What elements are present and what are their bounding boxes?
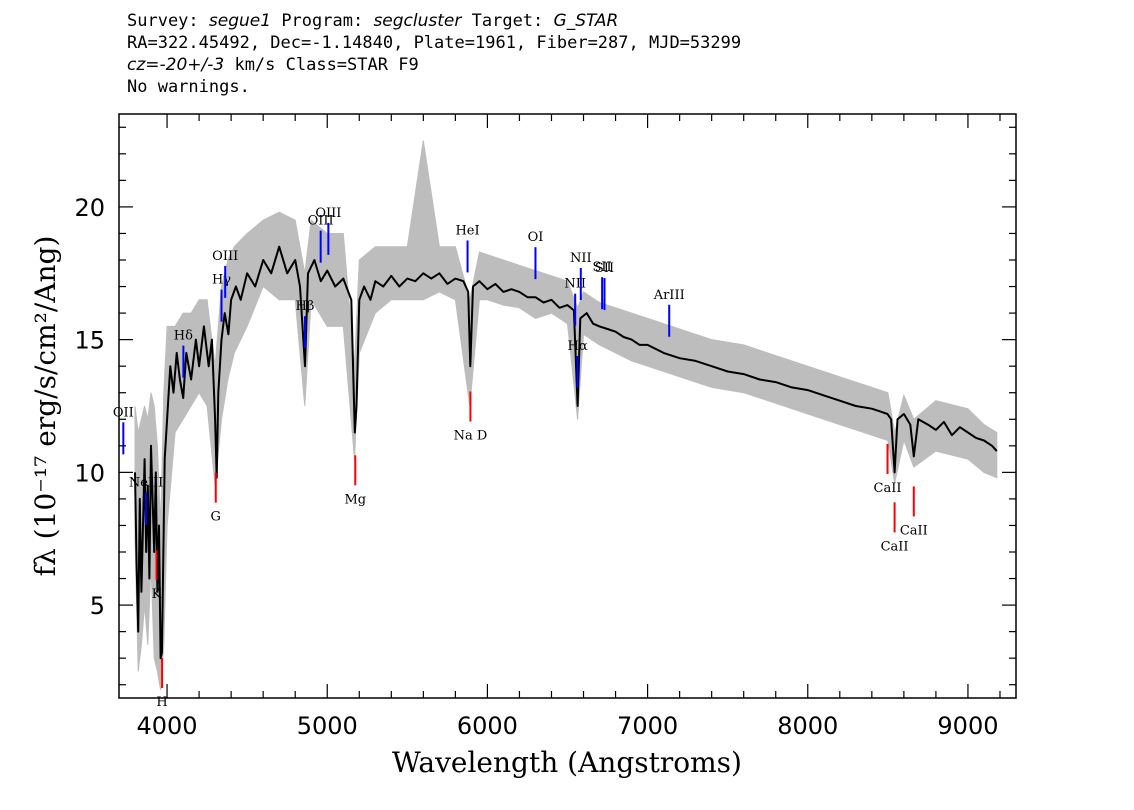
y-tick-label: 10 [74,459,105,487]
x-tick-label: 7000 [617,712,678,740]
emission-line-label: OIII [315,206,341,221]
absorption-line-label: CaII [881,539,909,554]
emission-line-label: HeI [455,223,479,238]
emission-line-label: SII [595,261,614,276]
emission-line-label: NII [564,277,586,292]
absorption-line-label: Na D [454,428,488,443]
x-tick-label: 9000 [937,712,998,740]
survey-value: segue1 [208,11,272,31]
cz-class: km/s Class=STAR F9 [224,55,419,75]
axis-ticks: 4000 5000 6000 7000 8000 9000 5 10 15 20 [74,114,1016,740]
plot-frame [118,113,1017,699]
x-tick-label: 4000 [137,712,198,740]
flux-series [134,245,998,660]
emission-line-label: NeIII [129,476,163,491]
emission-line-label: OIII [212,249,238,264]
header-line-redshift: cz=-20+/-3 km/s Class=STAR F9 [127,54,741,76]
x-axis-title: Wavelength (Angstroms) [392,746,742,779]
program-value: segcluster [373,11,462,31]
y-tick-label: 5 [90,592,105,620]
emission-line-label: OII [113,405,134,420]
y-tick-label: 20 [74,194,105,222]
absorption-line-label: Mg [344,492,366,507]
emission-line-label: NII [570,251,592,266]
target-label: Target: [471,11,544,31]
cz-label: cz= [127,55,160,75]
flux-line [134,245,998,660]
emission-line-label: Hγ [212,273,231,288]
x-tick-label: 5000 [297,712,358,740]
x-tick-label: 8000 [777,712,838,740]
emission-line-label: OIII [308,214,334,229]
y-tick-label: 15 [74,327,105,355]
x-tick-label: 6000 [457,712,518,740]
header-line-coordinates: RA=322.45492, Dec=-1.14840, Plate=1961, … [127,33,742,53]
target-value: G_STAR [553,11,619,31]
survey-label: Survey: [127,11,199,31]
emission-line-label: ArIII [653,288,685,303]
absorption-line-label: CaII [874,481,902,496]
spectrum-header: Survey: segue1 Program: segcluster Targe… [127,10,741,98]
error-envelope-band [134,140,998,691]
absorption-line-label: CaII [900,523,928,538]
absorption-line-label: G [211,510,221,525]
emission-line-label: Hδ [174,329,193,344]
error-envelope [134,140,998,691]
program-label: Program: [281,11,364,31]
emission-line-label: SII [593,260,612,275]
header-line-survey: Survey: segue1 Program: segcluster Targe… [127,10,741,32]
absorption-line-label: K [152,587,162,602]
header-line-warnings: No warnings. [127,77,250,97]
emission-line-label: OI [528,230,544,245]
y-axis-title: fλ (10⁻¹⁷ erg/s/cm²/Ang) [29,236,62,577]
emission-line-label: Hβ [296,299,315,314]
emission-line-label: Hα [568,339,588,354]
absorption-line-label: H [156,695,167,710]
cz-value: -20+/-3 [159,55,225,75]
